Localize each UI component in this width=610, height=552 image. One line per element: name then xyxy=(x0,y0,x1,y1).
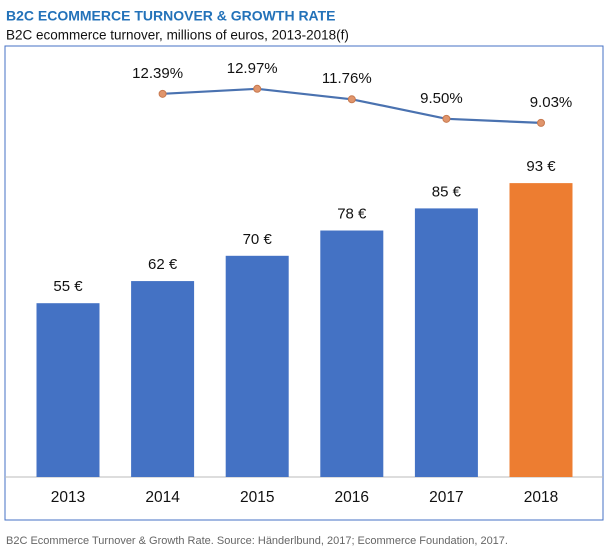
growth-marker xyxy=(442,114,451,123)
bar xyxy=(320,230,384,477)
bar xyxy=(131,281,195,477)
bar xyxy=(509,183,573,477)
growth-value-label: 9.50% xyxy=(420,90,463,107)
bar-value-label: 62 € xyxy=(148,256,178,273)
bar-value-label: 85 € xyxy=(432,183,462,200)
bar-value-label: 93 € xyxy=(526,158,556,175)
x-tick-label: 2014 xyxy=(145,489,180,506)
growth-value-label: 11.76% xyxy=(322,70,372,87)
bar xyxy=(414,208,478,477)
source-note: B2C Ecommerce Turnover & Growth Rate. So… xyxy=(6,535,508,547)
bar xyxy=(225,255,289,477)
bar xyxy=(36,303,100,477)
bar-value-label: 78 € xyxy=(337,205,367,222)
growth-value-label: 9.03% xyxy=(530,94,573,111)
chart-frame xyxy=(4,45,604,521)
x-tick-label: 2016 xyxy=(335,489,369,506)
x-tick-label: 2013 xyxy=(51,489,85,506)
x-tick-label: 2018 xyxy=(524,489,558,506)
x-tick-label: 2015 xyxy=(240,489,274,506)
bar-value-label: 70 € xyxy=(243,231,273,248)
chart-title: B2C ECOMMERCE TURNOVER & GROWTH RATE xyxy=(6,8,336,24)
growth-marker xyxy=(347,95,356,104)
growth-line xyxy=(162,87,542,124)
growth-value-label: 12.39% xyxy=(132,65,183,82)
x-tick-label: 2017 xyxy=(429,489,463,506)
chart-subtitle: B2C ecommerce turnover, millions of euro… xyxy=(6,28,349,43)
growth-value-label: 12.97% xyxy=(227,60,278,77)
growth-marker xyxy=(253,84,262,93)
bar-value-label: 55 € xyxy=(53,278,83,295)
growth-marker xyxy=(158,89,167,98)
growth-marker xyxy=(537,118,545,127)
